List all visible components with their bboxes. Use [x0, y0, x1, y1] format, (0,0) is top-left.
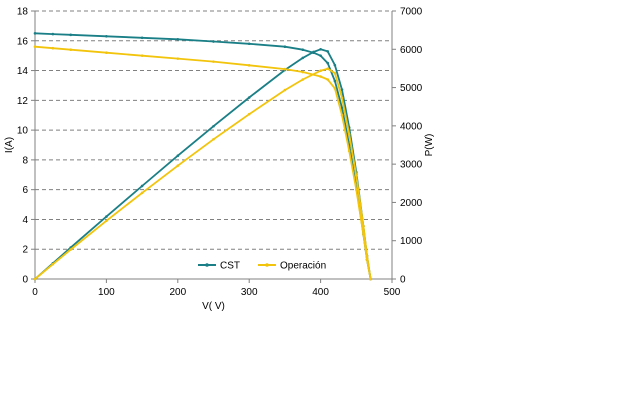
point-cst-power — [212, 124, 215, 128]
y-right-axis-label: P(W) — [424, 134, 435, 157]
point-cst-power — [105, 215, 108, 218]
y-left-axis-label: I(A) — [4, 137, 15, 153]
x-tick-label: 500 — [384, 287, 401, 298]
point-operacion-current — [105, 51, 108, 54]
point-operacion-power — [362, 224, 365, 228]
point-operacion-current — [301, 70, 305, 74]
point-operacion-power — [369, 277, 372, 281]
point-cst-current — [340, 106, 344, 110]
point-operacion-current — [33, 45, 37, 49]
point-cst-power — [140, 184, 144, 188]
point-cst-power — [312, 50, 315, 54]
point-cst-power — [319, 47, 322, 51]
series-cst-power-line — [34, 48, 372, 280]
point-operacion-current — [319, 75, 322, 78]
y-right-tick-label: 5000 — [400, 83, 423, 94]
tick-labels: 0 100 200 300 400 500024681012141618010002000… — [17, 7, 423, 299]
y-right-tick-label: 3000 — [400, 160, 423, 171]
point-cst-current — [283, 45, 287, 49]
y-left-tick-label: 18 — [17, 7, 29, 18]
point-cst-current — [33, 32, 37, 35]
point-operacion-power — [340, 96, 344, 100]
point-operacion-current — [283, 67, 287, 71]
point-operacion-power — [51, 262, 55, 266]
point-operacion-current — [347, 149, 351, 153]
point-operacion-power — [140, 191, 144, 195]
series-operacion-current-line — [34, 45, 372, 280]
legend-marker-cst — [205, 263, 209, 267]
point-operacion-power — [283, 88, 287, 92]
point-operacion-current — [247, 64, 251, 67]
point-operacion-current — [140, 54, 144, 57]
point-operacion-power — [33, 277, 37, 281]
x-axis-label: V( V) — [202, 301, 225, 312]
point-cst-power — [340, 88, 344, 91]
x-tick-label: 400 — [312, 287, 329, 298]
point-cst-power — [326, 50, 330, 53]
point-cst-current — [51, 32, 55, 36]
point-operacion-power — [326, 67, 330, 70]
point-operacion-power — [247, 112, 251, 116]
point-cst-current — [69, 33, 72, 37]
point-operacion-current — [340, 113, 344, 117]
point-cst-power — [301, 56, 305, 60]
point-operacion-current — [355, 188, 358, 191]
point-operacion-current — [333, 87, 337, 90]
point-operacion-current — [176, 57, 180, 60]
point-cst-current — [301, 48, 305, 52]
point-operacion-current — [69, 48, 72, 52]
point-cst-current — [333, 79, 337, 83]
legend-label-operacion: Operación — [280, 261, 326, 272]
series-layer — [33, 32, 372, 281]
y-left-tick-label: 10 — [17, 126, 29, 137]
x-tick-label: 100 — [98, 287, 115, 298]
point-operacion-current — [51, 46, 55, 50]
x-tick-label: 200 — [169, 287, 186, 298]
y-right-tick-label: 4000 — [400, 121, 423, 132]
legend-marker-operacion — [265, 263, 269, 267]
point-operacion-power — [347, 132, 351, 136]
x-tick-label: 300 — [241, 287, 258, 298]
point-cst-power — [247, 96, 251, 99]
point-cst-current — [212, 40, 215, 43]
point-operacion-power — [333, 71, 337, 75]
point-cst-power — [333, 63, 337, 67]
point-operacion-power — [301, 78, 305, 81]
y-left-tick-label: 0 — [22, 275, 28, 286]
point-operacion-power — [69, 248, 72, 251]
y-left-tick-label: 2 — [22, 245, 28, 256]
point-cst-current — [247, 42, 251, 46]
y-right-tick-label: 0 — [400, 275, 406, 286]
y-left-tick-label: 12 — [17, 96, 29, 107]
point-cst-current — [319, 54, 322, 57]
y-right-tick-label: 2000 — [400, 198, 423, 209]
x-tick-label: 0 — [32, 287, 38, 298]
y-right-tick-label: 6000 — [400, 45, 423, 56]
point-operacion-power — [319, 69, 322, 73]
y-left-tick-label: 14 — [17, 66, 29, 77]
point-operacion-power — [355, 174, 358, 177]
point-operacion-power — [176, 164, 180, 167]
y-right-tick-label: 7000 — [400, 7, 423, 18]
y-left-tick-label: 16 — [17, 36, 29, 47]
point-operacion-current — [212, 60, 215, 63]
point-cst-current — [140, 36, 144, 40]
point-cst-current — [326, 61, 330, 65]
point-cst-current — [105, 35, 108, 38]
y-left-tick-label: 8 — [22, 155, 28, 166]
grid-lines — [35, 10, 392, 250]
legend: CST Operación — [198, 261, 326, 272]
axes — [31, 10, 396, 283]
point-operacion-power — [212, 137, 215, 141]
point-cst-power — [176, 154, 180, 158]
point-operacion-current — [326, 78, 330, 81]
point-operacion-power — [365, 254, 369, 258]
y-right-tick-label: 1000 — [400, 236, 423, 247]
y-left-tick-label: 6 — [22, 185, 28, 196]
point-operacion-power — [105, 219, 108, 223]
y-left-tick-label: 4 — [22, 215, 28, 226]
point-cst-current — [176, 37, 180, 41]
legend-label-cst: CST — [220, 261, 240, 272]
